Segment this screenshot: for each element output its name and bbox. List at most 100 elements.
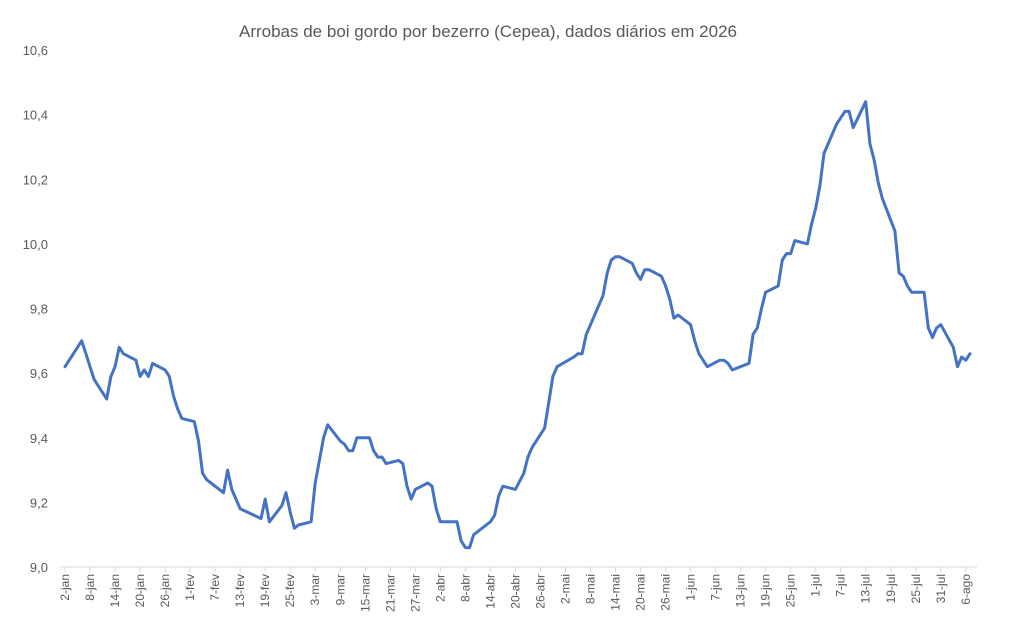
y-tick-label: 10,2 xyxy=(23,172,48,187)
data-point xyxy=(760,307,763,310)
x-tick-label: 13-fev xyxy=(233,574,247,607)
data-point xyxy=(309,520,313,523)
data-point xyxy=(839,116,842,120)
x-tick-label: 26-jan xyxy=(158,574,172,607)
data-point xyxy=(530,446,534,449)
x-tick-label: 26-mai xyxy=(659,574,673,611)
x-tick-label: 8-mai xyxy=(583,574,597,604)
data-point xyxy=(931,336,934,339)
data-point xyxy=(355,436,359,439)
data-point xyxy=(751,333,755,336)
data-point xyxy=(881,197,884,200)
data-point xyxy=(284,491,288,494)
data-point xyxy=(731,368,734,372)
data-point xyxy=(668,297,671,300)
data-point xyxy=(585,333,588,336)
data-point xyxy=(610,258,613,262)
data-point xyxy=(368,436,371,439)
data-point xyxy=(435,507,438,510)
data-point xyxy=(939,323,942,326)
data-point xyxy=(193,420,196,423)
x-tick-label: 9-mar xyxy=(333,574,347,605)
data-point xyxy=(522,472,525,475)
x-tick-label: 20-abr xyxy=(508,574,522,609)
data-point xyxy=(172,394,175,397)
x-axis-ticks: 2-jan 8-jan 14-jan 20-jan 26-jan 1-fev 7-fev 13… xyxy=(58,567,973,612)
x-tick-label: 2-abr xyxy=(433,574,447,602)
x-tick-label: 21-mar xyxy=(383,574,397,612)
data-point xyxy=(339,439,342,443)
data-point xyxy=(209,481,213,485)
data-point xyxy=(118,346,121,349)
data-point xyxy=(397,459,400,462)
data-point xyxy=(785,252,788,255)
data-point xyxy=(88,365,92,368)
chart-title: Arrobas de boi gordo por bezerro (Cepea)… xyxy=(239,22,737,41)
x-tick-label: 14-mai xyxy=(609,574,623,611)
data-point xyxy=(347,449,350,452)
data-point xyxy=(580,352,584,355)
data-point xyxy=(935,326,938,330)
data-point xyxy=(501,485,505,488)
data-point xyxy=(122,352,125,355)
x-tick-label: 8-jan xyxy=(83,574,97,601)
y-tick-label: 9,4 xyxy=(30,431,48,446)
data-point xyxy=(455,520,459,523)
data-point xyxy=(956,365,959,368)
x-tick-label: 14-jan xyxy=(108,574,122,607)
data-point xyxy=(906,284,909,288)
data-point xyxy=(835,123,838,126)
data-point xyxy=(147,375,150,378)
data-point xyxy=(376,455,379,459)
data-point xyxy=(464,546,467,549)
data-point xyxy=(472,533,475,536)
data-point xyxy=(806,242,809,246)
data-point xyxy=(259,517,263,520)
data-point xyxy=(852,126,855,129)
series-line xyxy=(63,100,972,550)
x-tick-label: 27-mar xyxy=(408,574,422,612)
data-point xyxy=(318,459,321,462)
x-tick-label: 31-jul xyxy=(934,574,948,603)
data-point xyxy=(960,355,963,359)
x-tick-label: 19-jun xyxy=(759,574,773,607)
data-point xyxy=(643,268,646,271)
data-point xyxy=(964,359,967,362)
data-point xyxy=(726,362,730,365)
data-point xyxy=(134,359,138,362)
data-point xyxy=(927,326,930,330)
data-point xyxy=(410,497,413,501)
data-point xyxy=(864,100,867,103)
data-point xyxy=(764,291,767,294)
data-point xyxy=(168,375,171,378)
y-axis-ticks: 9,0 9,2 9,4 9,6 9,8 10,0 10,2 10,4 10,6 xyxy=(23,43,48,575)
data-point xyxy=(293,527,296,530)
data-point xyxy=(847,110,851,113)
data-point xyxy=(401,462,404,465)
data-point xyxy=(551,375,555,378)
data-point xyxy=(547,401,550,404)
data-point xyxy=(614,255,617,258)
data-point xyxy=(968,352,972,355)
data-point xyxy=(877,181,880,184)
data-point xyxy=(555,365,559,368)
data-point xyxy=(138,375,142,378)
data-point xyxy=(868,142,872,145)
data-point xyxy=(606,271,609,275)
data-point xyxy=(264,497,267,501)
x-tick-label: 8-abr xyxy=(458,574,472,602)
data-point xyxy=(384,462,388,465)
data-point xyxy=(201,472,204,475)
data-point xyxy=(314,481,317,485)
data-point xyxy=(489,520,492,523)
data-point xyxy=(647,268,651,271)
data-point xyxy=(822,152,826,155)
x-tick-label: 13-jul xyxy=(859,574,873,603)
data-point xyxy=(526,455,530,459)
x-tick-label: 7-jun xyxy=(709,574,723,601)
y-tick-label: 10,4 xyxy=(23,108,48,123)
x-tick-label: 13-jun xyxy=(734,574,748,607)
data-point xyxy=(63,365,67,368)
x-tick-label: 2-mai xyxy=(558,574,572,604)
